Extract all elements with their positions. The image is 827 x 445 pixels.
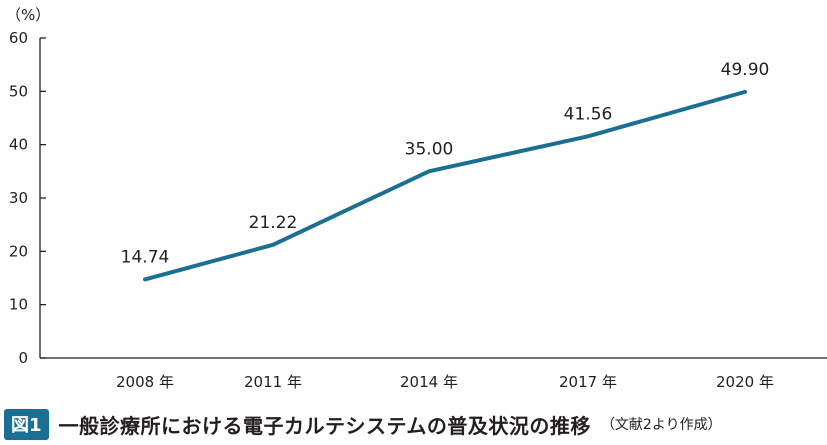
y-tick-label: 40 — [9, 136, 28, 154]
y-tick-label: 60 — [9, 29, 28, 47]
y-tick-label: 50 — [9, 82, 28, 100]
x-tick-label: 2008 年 — [116, 373, 174, 391]
figure-title: 一般診療所における電子カルテシステムの普及状況の推移 — [58, 413, 591, 438]
y-axis-unit-label: （%） — [6, 6, 50, 24]
x-tick-label: 2020 年 — [716, 373, 774, 391]
y-tick-label: 10 — [9, 296, 28, 314]
series-line — [143, 89, 747, 282]
figure-caption: 図1 一般診療所における電子カルテシステムの普及状況の推移 （文献2より作成） — [4, 408, 722, 440]
x-tick-label: 2017 年 — [559, 373, 617, 391]
data-label: 14.74 — [121, 247, 170, 267]
x-tick-label: 2011 年 — [244, 373, 302, 391]
line-chart: （%） 0 10 20 30 40 50 60 2008 年 2011 年 2014 年 2017… — [6, 6, 827, 391]
x-tick-label: 2014 年 — [400, 373, 458, 391]
figure-source-note: （文献2より作成） — [600, 417, 722, 433]
data-label: 35.00 — [405, 139, 454, 159]
data-label: 21.22 — [249, 213, 298, 233]
data-label: 49.90 — [721, 60, 770, 80]
y-tick-label: 30 — [9, 189, 28, 207]
figure-number-badge: 図1 — [4, 408, 49, 440]
y-tick-label: 20 — [9, 242, 28, 260]
data-label: 41.56 — [564, 104, 613, 124]
y-tick-label: 0 — [18, 349, 28, 367]
